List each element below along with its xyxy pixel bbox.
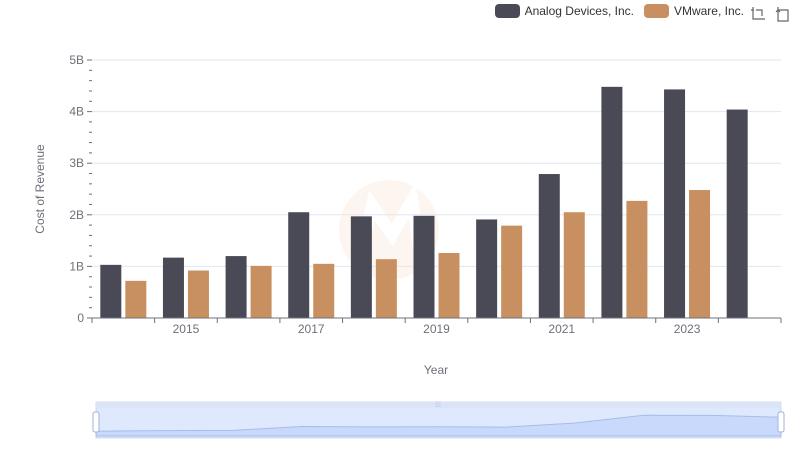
data-zoom-left-handle[interactable] [92,411,100,433]
bar-vmware-2018[interactable] [375,259,397,318]
data-zoom-top-bar[interactable] [96,402,781,408]
legend-swatch [494,4,520,18]
bar-vmware-2022[interactable] [626,200,648,318]
bar-vmware-2017[interactable] [313,263,335,318]
legend-item-vmware[interactable]: VMware, Inc. [643,4,744,18]
bar-analog-devices-2018[interactable] [350,216,372,318]
bar-vmware-2014[interactable] [125,280,147,318]
bar-vmware-2016[interactable] [250,265,272,318]
y-axis-minor-ticks [89,69,92,309]
bar-analog-devices-2021[interactable] [538,174,560,318]
bar-vmware-2020[interactable] [501,225,523,318]
toolbox [750,6,790,22]
legend-label: Analog Devices, Inc. [524,4,634,18]
bar-analog-devices-2017[interactable] [288,212,310,318]
x-tick-label: 2015 [173,322,200,336]
x-tick-label: 2019 [423,322,450,336]
legend-item-analog-devices[interactable]: Analog Devices, Inc. [494,4,634,18]
x-tick-label: 2021 [548,322,575,336]
y-tick-label: 1B [69,259,84,273]
y-axis-title: Cost of Revenue [33,144,47,234]
bar-series [100,86,748,318]
zoom-icon[interactable] [750,6,766,22]
y-tick-label: 2B [69,208,84,222]
bar-vmware-2023[interactable] [689,190,711,318]
bar-analog-devices-2020[interactable] [476,219,498,318]
data-zoom-grip-icon[interactable]: ⁞⁞⁞ [435,402,441,409]
data-zoom-slider[interactable]: ⁞⁞⁞ [92,401,785,439]
y-tick-label: 3B [69,156,84,170]
y-tick-label: 0 [77,311,84,325]
bar-analog-devices-2014[interactable] [100,264,122,318]
bar-analog-devices-2024[interactable] [726,109,748,318]
bar-analog-devices-2023[interactable] [664,89,686,318]
bar-analog-devices-2015[interactable] [162,257,184,318]
bar-analog-devices-2016[interactable] [225,256,247,318]
legend-label: VMware, Inc. [673,4,744,18]
x-tick-label: 2017 [298,322,325,336]
x-axis-title: Year [424,363,448,377]
bar-vmware-2015[interactable] [187,270,209,318]
bar-vmware-2019[interactable] [438,252,460,318]
data-zoom-preview-area [95,414,782,437]
bar-vmware-2021[interactable] [563,212,585,318]
y-tick-label: 5B [69,53,84,67]
bar-analog-devices-2019[interactable] [413,215,435,318]
legend: Analog Devices, Inc. VMware, Inc. [494,4,744,18]
x-tick-label: 2023 [674,322,701,336]
y-axis: 0 1B 2B 3B 4B 5B [69,53,92,325]
x-axis: 2015 2017 2019 2021 2023 [91,317,782,336]
bar-analog-devices-2022[interactable] [601,86,623,318]
data-zoom-right-handle[interactable] [777,411,785,433]
zoom-reset-icon[interactable] [774,6,790,22]
legend-swatch [643,4,669,18]
y-tick-label: 4B [69,105,84,119]
